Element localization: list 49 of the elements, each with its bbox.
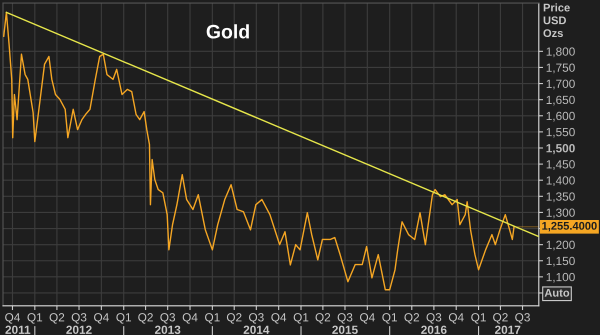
x-tick-label: Q4 — [360, 313, 375, 324]
y-tick-label: 1,500 — [546, 144, 575, 154]
y-tick-label: 1,400 — [546, 176, 575, 186]
x2-tick-label: 2017 — [494, 326, 520, 334]
x2-tick-label: 2015 — [332, 326, 358, 334]
x-tick-label: Q2 — [404, 313, 420, 324]
x-tick-label: Q2 — [50, 313, 64, 324]
x-tick-label: Q1 — [28, 313, 42, 324]
x-tick-label: Q3 — [249, 313, 264, 324]
x-tick-label: Q3 — [160, 313, 176, 324]
y-tick-label: 1,100 — [546, 272, 575, 283]
y-tick-label: 1,200 — [546, 240, 575, 250]
y-tick-label: 1,600 — [546, 112, 575, 122]
x-tick-label: Q1 — [471, 313, 486, 324]
x-tick-label: Q2 — [138, 313, 153, 324]
y-tick-label: 1,700 — [546, 80, 575, 90]
x2-tick-label: 2014 — [244, 326, 270, 334]
x-tick-label: Q2 — [226, 313, 242, 324]
x-tick-label: Q4 — [94, 313, 109, 324]
x-tick-label: Q3 — [72, 313, 86, 324]
y-tick-label: 1,550 — [546, 128, 575, 138]
x-tick-label: Q3 — [426, 313, 442, 324]
x-tick-label: Q1 — [382, 313, 397, 324]
y-tick-label: 1,450 — [546, 160, 575, 170]
text: Gold — [206, 24, 249, 39]
y-axis-title: Price USD Ozs — [543, 3, 570, 38]
x2-tick-label: 2011 — [5, 326, 30, 334]
x-tick-label: Q3 — [338, 313, 352, 324]
x-tick-label: Q1 — [205, 313, 220, 324]
y-tick-label: 1,300 — [546, 208, 575, 218]
y-tick-label: 1,800 — [546, 47, 575, 58]
annotation: 1,255.4000 — [542, 222, 597, 232]
x2-tick-label: 2013 — [154, 326, 180, 334]
text: Auto — [544, 288, 570, 297]
y-tick-label: 1,650 — [546, 96, 575, 106]
x-tick-label: Q4 — [5, 313, 20, 324]
x-tick-label: Q1 — [294, 313, 308, 324]
x-tick-label: Q1 — [116, 313, 132, 324]
x-tick-label: Q4 — [182, 313, 198, 324]
x-tick-label: Q2 — [316, 313, 330, 324]
x-tick-label: Q2 — [493, 313, 508, 324]
x2-tick-label: 2016 — [421, 326, 447, 334]
x-tick-label: Q3 — [515, 313, 530, 324]
x2-tick-label: 2012 — [66, 326, 92, 334]
x-tick-label: Q4 — [271, 313, 286, 324]
y-tick-label: 1,750 — [546, 63, 575, 74]
x-tick-label: Q4 — [448, 313, 464, 324]
y-tick-label: 1,350 — [546, 192, 575, 202]
y-tick-label: 1,150 — [546, 256, 575, 267]
